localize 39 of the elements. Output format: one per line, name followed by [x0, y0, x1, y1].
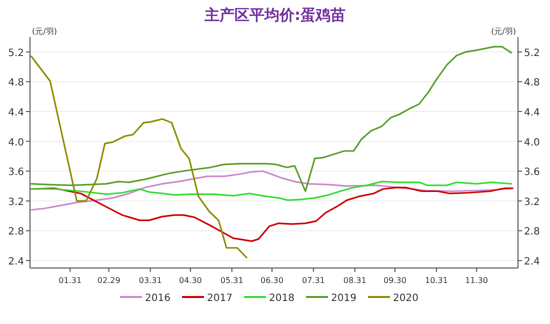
y2-tick-label: 5.2: [524, 48, 540, 59]
y2-tick-label: 4.8: [524, 78, 540, 89]
y2-tick-label: 4.4: [524, 108, 540, 119]
line-series: [30, 170, 512, 211]
y-tick-label: 4.0: [8, 137, 24, 148]
x-tick-label: 09.30: [384, 276, 406, 285]
x-tick-label: 04.30: [178, 276, 202, 285]
y-tick-label: 2.4: [8, 256, 24, 268]
x-tick-label: 08.31: [343, 276, 366, 285]
y-axis-title: (元/羽): [32, 27, 57, 36]
x-tick-label: 10.31: [424, 276, 448, 285]
y-tick-label: 5.2: [8, 48, 24, 59]
line-series: [30, 180, 512, 201]
x-tick-label: 11.30: [465, 276, 488, 285]
legend-label: 2017: [207, 293, 232, 304]
x-tick-label: 07.31: [302, 276, 325, 285]
y-tick-label: 4.8: [8, 78, 24, 89]
y2-tick-label: 2.8: [524, 226, 540, 238]
y-tick-label: 2.8: [8, 226, 24, 238]
line-series: [30, 56, 248, 258]
y2-tick-label: 3.6: [524, 167, 540, 178]
x-tick-label: 05.31: [220, 276, 244, 285]
x-tick-label: 03.31: [138, 276, 162, 285]
x-tick-label: 01.31: [58, 276, 82, 285]
legend-label: 2019: [331, 293, 356, 304]
x-tick-label: 02.29: [97, 276, 120, 285]
chart-title: 主产区平均价:蛋鸡苗: [204, 6, 346, 24]
legend-label: 2018: [269, 293, 294, 304]
y2-tick-label: 2.4: [524, 256, 540, 268]
line-series: [30, 46, 512, 192]
y-tick-label: 3.6: [8, 167, 24, 178]
legend-label: 2016: [145, 293, 170, 304]
x-tick-label: 06.30: [260, 276, 284, 285]
y-tick-label: 4.4: [8, 108, 24, 119]
legend-label: 2020: [393, 293, 418, 304]
y2-tick-label: 4.0: [524, 137, 540, 148]
y2-tick-label: 3.2: [524, 196, 540, 208]
y-tick-label: 3.2: [8, 196, 24, 208]
y2-axis-title: (元/羽): [491, 27, 516, 36]
